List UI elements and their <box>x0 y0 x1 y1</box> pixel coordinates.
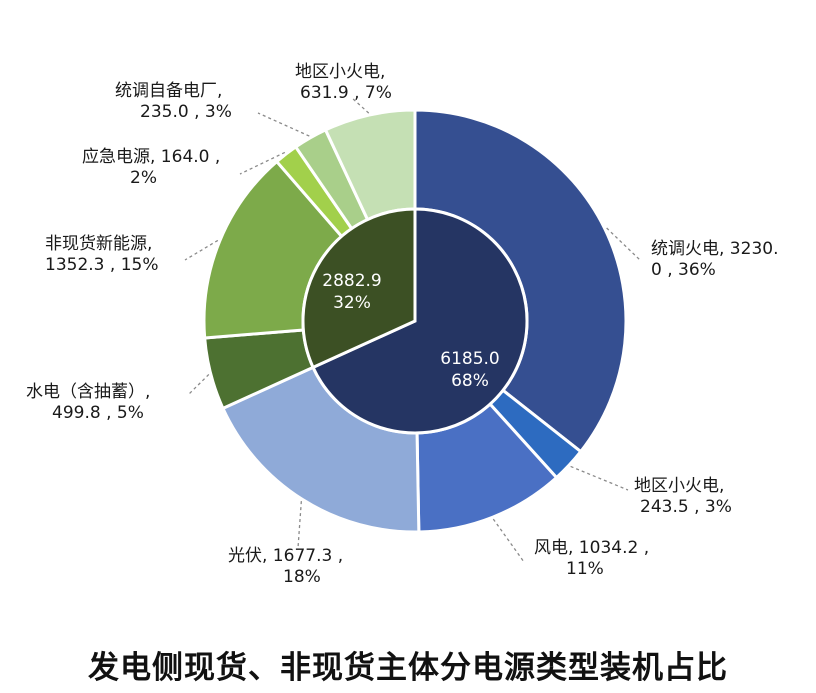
outer-slice-label: 统调自备电厂, 235.0 , 3% <box>115 81 232 122</box>
inner-slice-value: 2882.9 <box>322 271 381 291</box>
outer-slice-label-line1: 统调自备电厂, <box>115 81 222 101</box>
inner-slice-label: 6185.0 68% <box>440 349 499 391</box>
outer-slice-label-line2: 235.0 , 3% <box>140 102 232 122</box>
slice-labels: 6185.0 68% 2882.9 32% 统调火电, 3230. 0 , 36% 地区小火… <box>26 62 778 587</box>
leader-lines <box>184 97 641 563</box>
outer-slice-label: 地区小火电, 243.5 , 3% <box>634 476 732 517</box>
outer-slice-label-line2: 0 , 36% <box>651 260 716 280</box>
outer-slice-label-line1: 水电（含抽蓄）, <box>26 382 150 402</box>
outer-slice-label: 非现货新能源, 1352.3 , 15% <box>45 234 158 275</box>
inner-slice-0 <box>311 207 529 435</box>
inner-slice-1 <box>301 207 417 370</box>
outer-slice-label-line2: 11% <box>566 559 604 579</box>
leader-line <box>257 112 310 137</box>
leader-line <box>351 97 370 114</box>
inner-slice-value: 6185.0 <box>440 349 499 369</box>
leader-line <box>570 465 629 491</box>
inner-slice-percent: 32% <box>333 293 371 313</box>
outer-slice-label-line1: 地区小火电, <box>634 476 724 496</box>
leader-line <box>239 151 286 175</box>
leader-line <box>606 227 641 261</box>
leader-line <box>187 373 210 396</box>
outer-ring <box>202 108 628 534</box>
outer-slice-label-line2: 18% <box>283 567 321 587</box>
outer-slice-label-line1: 地区小火电, <box>295 62 385 82</box>
outer-slice-label-line1: 统调火电, 3230. <box>651 239 778 259</box>
outer-slice-label-line2: 2% <box>130 168 157 188</box>
outer-slice-label-line1: 光伏, 1677.3 , <box>228 546 343 566</box>
leader-line <box>184 239 219 261</box>
outer-slice-label: 风电, 1034.2 , 11% <box>534 538 649 579</box>
outer-slice-label-line2: 1352.3 , 15% <box>45 255 158 275</box>
outer-slice-label: 应急电源, 164.0 , 2% <box>82 147 220 188</box>
outer-slice-label-line2: 243.5 , 3% <box>640 497 732 517</box>
outer-slice-label-line2: 499.8 , 5% <box>52 403 144 423</box>
inner-slice-label: 2882.9 32% <box>322 271 381 313</box>
outer-slice-label-line1: 非现货新能源, <box>45 234 152 254</box>
inner-ring <box>301 207 529 435</box>
chart-title: 发电侧现货、非现货主体分电源类型装机占比 <box>88 650 728 686</box>
outer-slice-label: 地区小火电, 631.9 , 7% <box>295 62 392 103</box>
outer-slice-label-line1: 风电, 1034.2 , <box>534 538 649 558</box>
outer-slice-label: 光伏, 1677.3 , 18% <box>228 546 343 587</box>
outer-slice-label: 统调火电, 3230. 0 , 36% <box>651 239 778 280</box>
outer-slice-label-line1: 应急电源, 164.0 , <box>82 147 220 167</box>
inner-slice-percent: 68% <box>451 371 489 391</box>
leader-line <box>492 518 525 563</box>
outer-slice-label-line2: 631.9 , 7% <box>300 83 392 103</box>
outer-slice-label: 水电（含抽蓄）, 499.8 , 5% <box>26 382 150 423</box>
leader-line <box>297 501 302 549</box>
